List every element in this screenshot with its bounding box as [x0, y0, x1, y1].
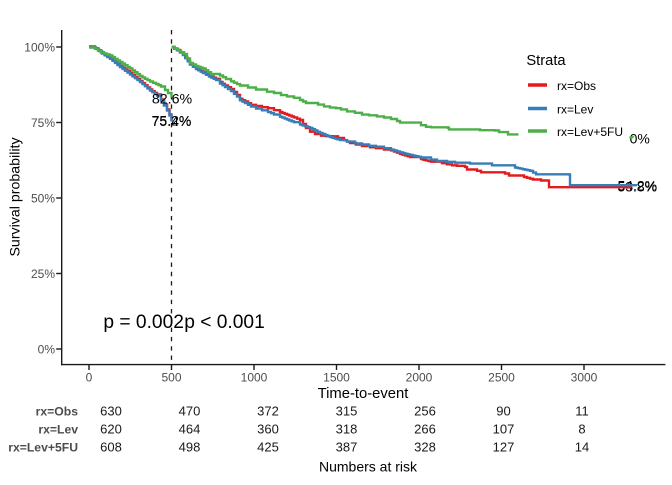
svg-text:2500: 2500 [488, 371, 515, 385]
svg-text:8: 8 [578, 422, 585, 437]
svg-text:256: 256 [414, 404, 436, 419]
svg-text:14: 14 [575, 440, 589, 455]
svg-text:360: 360 [257, 422, 279, 437]
svg-text:470: 470 [179, 404, 201, 419]
svg-text:608: 608 [100, 440, 122, 455]
svg-text:266: 266 [414, 422, 436, 437]
svg-text:3000: 3000 [571, 371, 598, 385]
svg-text:387: 387 [336, 440, 358, 455]
svg-text:rx=Obs: rx=Obs [36, 405, 79, 419]
svg-text:2000: 2000 [406, 371, 433, 385]
svg-text:315: 315 [336, 404, 358, 419]
svg-text:Time-to-event: Time-to-event [318, 386, 409, 402]
svg-text:90: 90 [496, 404, 510, 419]
svg-text:1500: 1500 [323, 371, 350, 385]
svg-text:54.2%: 54.2% [617, 178, 657, 194]
svg-text:75.4%: 75.4% [152, 113, 192, 129]
svg-text:rx=Obs: rx=Obs [557, 79, 596, 93]
svg-text:25%: 25% [31, 267, 55, 281]
svg-text:rx=Lev+5FU: rx=Lev+5FU [8, 441, 78, 455]
svg-text:620: 620 [100, 422, 122, 437]
svg-text:rx=Lev: rx=Lev [557, 103, 593, 117]
svg-text:p = 0.002: p = 0.002 [103, 312, 184, 333]
svg-text:1000: 1000 [241, 371, 268, 385]
svg-text:rx=Lev+5FU: rx=Lev+5FU [557, 125, 623, 139]
svg-text:100%: 100% [24, 40, 55, 54]
svg-text:Strata: Strata [526, 53, 566, 69]
svg-text:p < 0.001: p < 0.001 [184, 312, 265, 333]
svg-text:82.6%: 82.6% [152, 92, 193, 108]
svg-text:318: 318 [336, 422, 358, 437]
svg-text:464: 464 [179, 422, 201, 437]
svg-text:372: 372 [257, 404, 279, 419]
svg-text:53.8%: 53.8% [617, 179, 657, 195]
svg-text:50%: 50% [31, 191, 55, 205]
svg-text:0: 0 [86, 371, 93, 385]
svg-text:0%: 0% [38, 342, 56, 356]
svg-text:rx=Lev: rx=Lev [38, 423, 78, 437]
svg-text:630: 630 [100, 404, 122, 419]
svg-text:425: 425 [257, 440, 279, 455]
svg-text:75.2%: 75.2% [152, 113, 192, 129]
svg-text:127: 127 [493, 440, 515, 455]
svg-text:Numbers at risk: Numbers at risk [319, 459, 418, 475]
svg-text:Survival probability: Survival probability [8, 137, 24, 257]
svg-text:75%: 75% [31, 116, 55, 130]
svg-text:107: 107 [493, 422, 515, 437]
svg-text:328: 328 [414, 440, 436, 455]
svg-text:11: 11 [575, 404, 589, 419]
svg-text:500: 500 [161, 371, 181, 385]
svg-text:498: 498 [179, 440, 201, 455]
